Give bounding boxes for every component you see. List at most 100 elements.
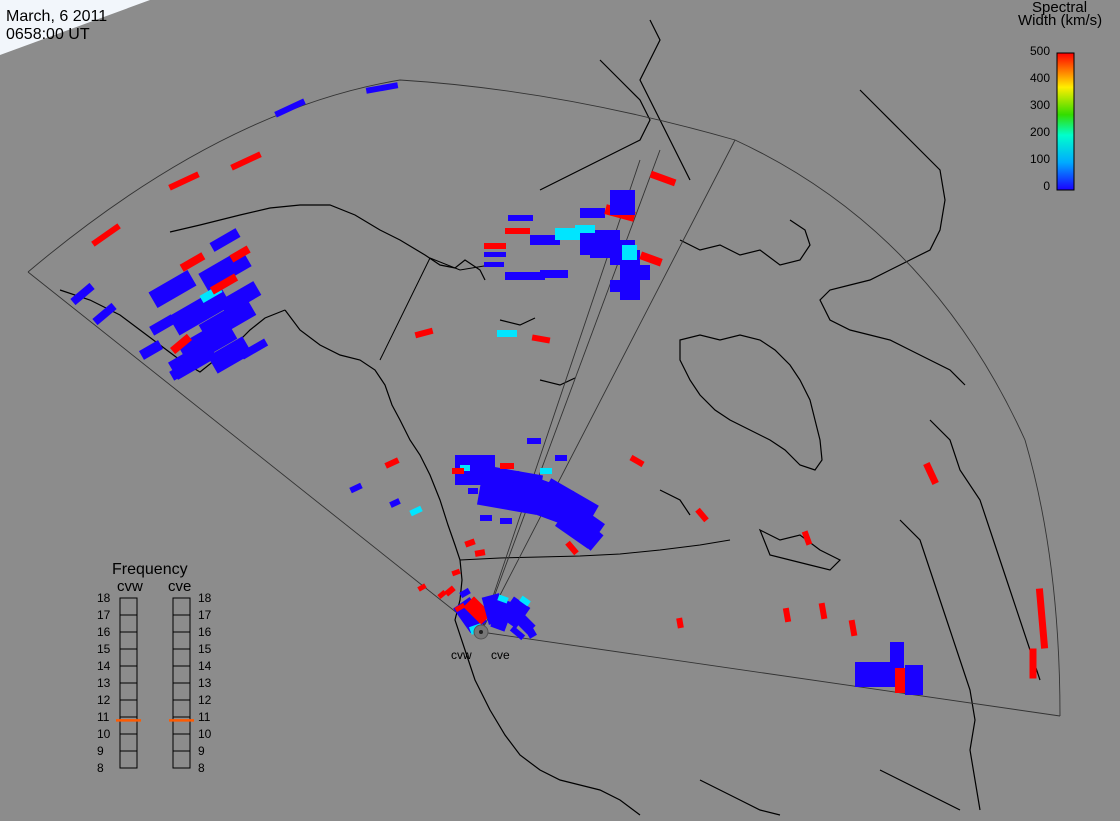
echo-cell (168, 286, 232, 336)
echo-cell (1035, 588, 1049, 649)
echo-cell (500, 463, 514, 469)
echo-cell (571, 519, 604, 551)
echo-cell (209, 273, 239, 295)
echo-cell (620, 290, 640, 300)
frequency-tick-label: 10 (97, 727, 111, 741)
echo-cell (818, 602, 828, 620)
echo-cell (649, 170, 677, 187)
echo-cell (179, 252, 206, 272)
echo-cell (230, 151, 262, 171)
frequency-tick-label: 14 (198, 659, 212, 673)
echo-cell (92, 302, 117, 326)
echo-cell (170, 333, 192, 355)
colorbar-tick: 500 (1029, 44, 1050, 58)
echo-cell (848, 619, 858, 637)
colorbar-tick: 0 (1043, 179, 1050, 193)
colorbar-tick: 100 (1029, 152, 1050, 166)
echo-cell (460, 465, 470, 471)
echo-cell (555, 455, 567, 461)
echo-cell (452, 468, 464, 474)
echo-cell (91, 223, 121, 247)
echo-cell (540, 468, 552, 474)
echo-cell (349, 482, 363, 494)
frequency-tick-label: 15 (198, 642, 212, 656)
echo-cell (575, 225, 595, 233)
echo-cell (610, 280, 640, 292)
echo-cell (229, 245, 251, 263)
frequency-tick-label: 10 (198, 727, 212, 741)
colorbar-title-line2: Width (km/s) (1018, 12, 1103, 29)
colorbar-tick: 200 (1029, 125, 1050, 139)
frequency-tick-label: 13 (198, 676, 212, 690)
echo-cell (149, 314, 176, 336)
echo-cell (610, 190, 635, 215)
frequency-tick-label: 9 (198, 744, 205, 758)
frequency-tick-label: 11 (97, 710, 110, 724)
echo-cell (459, 587, 471, 599)
echo-cell (565, 540, 579, 556)
echo-cell (1029, 648, 1037, 679)
frequency-tick-label: 18 (198, 591, 212, 605)
radar-site-label-cvw: cvw (451, 648, 472, 662)
echo-cell (695, 507, 709, 523)
echo-cell (622, 245, 637, 260)
echo-cell (463, 596, 492, 625)
echo-cell (409, 505, 423, 517)
echo-cell (209, 228, 241, 252)
date-label: March, 6 2011 (6, 8, 108, 25)
echo-cell (454, 602, 466, 613)
frequency-radar-label-cve: cve (168, 578, 192, 595)
colorbar-tick: 400 (1029, 71, 1050, 85)
echo-cell (451, 568, 461, 577)
fov-outlines (27, 79, 1061, 717)
frequency-panel-title: Frequency (112, 561, 188, 578)
frequency-radar-label-cvw: cvw (117, 578, 143, 595)
echo-cell (509, 625, 526, 641)
echo-cell (365, 82, 399, 94)
echo-cell (531, 334, 551, 344)
echo-cell (218, 281, 262, 315)
echo-cell (620, 265, 650, 280)
echo-cell (169, 359, 196, 381)
frequency-tick-label: 16 (198, 625, 212, 639)
echo-cell (484, 252, 506, 257)
corner-shading (0, 0, 150, 55)
echo-cell (474, 549, 486, 557)
echo-cell (414, 327, 434, 339)
colorbar-tick: 300 (1029, 98, 1050, 112)
frequency-tick-label: 15 (97, 642, 111, 656)
echo-cell (923, 462, 939, 485)
echo-cell (508, 215, 533, 221)
echo-cell (497, 594, 509, 604)
frequency-tick-label: 17 (97, 608, 111, 622)
echo-cell (207, 336, 253, 374)
echo-cell (464, 538, 476, 548)
frequency-tick-label: 12 (198, 693, 212, 707)
echo-cell (500, 518, 512, 524)
echo-cell (782, 607, 792, 623)
echo-cell (384, 457, 400, 469)
echo-cell (239, 338, 269, 360)
time-label: 0658:00 UT (6, 26, 90, 43)
echo-cell (855, 662, 895, 687)
backscatter-echoes (70, 82, 1049, 695)
echo-cell (148, 269, 197, 309)
echo-cell (437, 590, 447, 599)
spectral-width-colorbar (1056, 52, 1075, 191)
echo-cell (168, 171, 200, 191)
echo-cell (274, 98, 306, 118)
echo-cell (520, 495, 530, 501)
coastlines (59, 19, 1041, 816)
echo-cell (468, 488, 478, 494)
echo-cell (505, 228, 530, 234)
echo-cell (70, 282, 95, 306)
frequency-tick-label: 14 (97, 659, 111, 673)
radar-site-label-cve: cve (491, 648, 510, 662)
echo-cell (540, 270, 568, 278)
echo-cell (530, 235, 560, 245)
echo-cell (580, 208, 605, 218)
echo-cell (629, 454, 645, 468)
radar-site-center (479, 630, 483, 634)
